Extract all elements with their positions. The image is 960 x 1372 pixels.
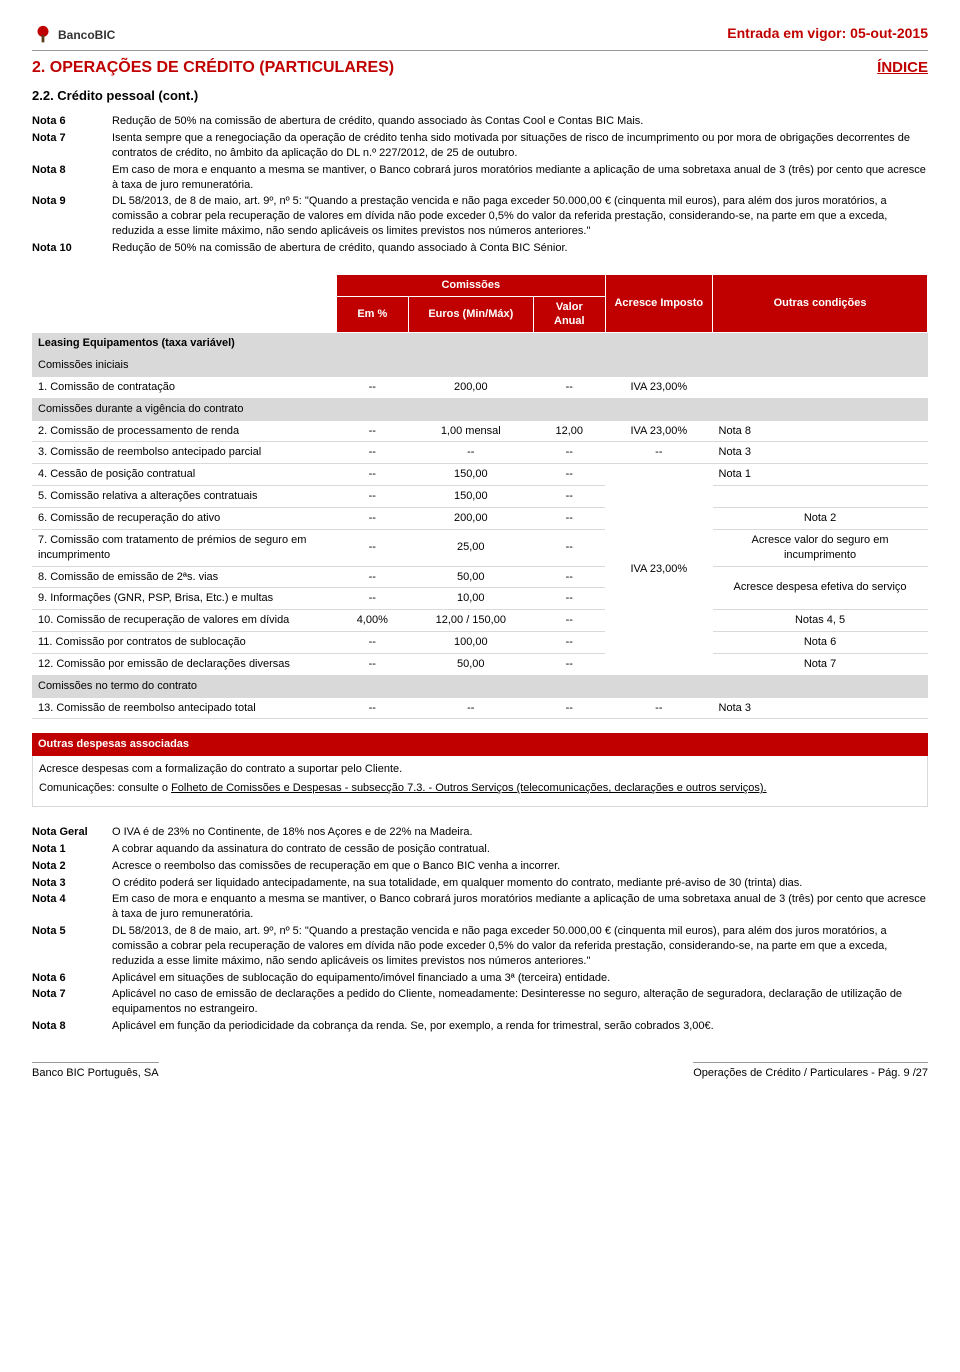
th-valor-anual: Valor Anual (533, 296, 605, 333)
note-row: Nota 6Redução de 50% na comissão de aber… (32, 114, 928, 129)
note-label: Nota 5 (32, 924, 112, 969)
th-comissoes: Comissões (336, 274, 605, 296)
table-section-label: Leasing Equipamentos (taxa variável) (32, 333, 928, 355)
note-text: DL 58/2013, de 8 de maio, art. 9º, nº 5:… (112, 194, 928, 239)
note-label: Nota 3 (32, 876, 112, 891)
effective-date: Entrada em vigor: 05-out-2015 (727, 24, 928, 43)
band-termo: Comissões no termo do contrato (32, 675, 928, 697)
section-title: 2. OPERAÇÕES DE CRÉDITO (PARTICULARES) (32, 57, 394, 79)
top-divider (32, 50, 928, 51)
notes-top: Nota 6Redução de 50% na comissão de aber… (32, 114, 928, 256)
note-row: Nota GeralO IVA é de 23% no Continente, … (32, 825, 928, 840)
table-row: 11. Comissão por contratos de sublocação… (32, 632, 928, 654)
note-row: Nota 2Acresce o reembolso das comissões … (32, 859, 928, 874)
note-row: Nota 1A cobrar aquando da assinatura do … (32, 842, 928, 857)
note-label: Nota 6 (32, 114, 112, 129)
note-text: A cobrar aquando da assinatura do contra… (112, 842, 928, 857)
assoc-title: Outras despesas associadas (32, 733, 928, 756)
note-label: Nota 2 (32, 859, 112, 874)
note-text: Aplicável no caso de emissão de declaraç… (112, 987, 928, 1017)
footer-right: Operações de Crédito / Particulares - Pá… (693, 1062, 928, 1081)
note-row: Nota 7Aplicável no caso de emissão de de… (32, 987, 928, 1017)
note-label: Nota 8 (32, 163, 112, 193)
fees-table: Comissões Acresce Imposto Outras condiçõ… (32, 274, 928, 720)
note-text: Em caso de mora e enquanto a mesma se ma… (112, 892, 928, 922)
note-row: Nota 8Aplicável em função da periodicida… (32, 1019, 928, 1034)
note-text: Redução de 50% na comissão de abertura d… (112, 114, 928, 129)
note-label: Nota 6 (32, 971, 112, 986)
note-label: Nota 4 (32, 892, 112, 922)
band-iniciais: Comissões iniciais (32, 355, 928, 377)
table-row: 12. Comissão por emissão de declarações … (32, 653, 928, 675)
table-row: 13. Comissão de reembolso antecipado tot… (32, 697, 928, 719)
note-text: O crédito poderá ser liquidado antecipad… (112, 876, 928, 891)
note-label: Nota Geral (32, 825, 112, 840)
footer-left: Banco BIC Português, SA (32, 1062, 159, 1081)
index-link[interactable]: ÍNDICE (877, 58, 928, 78)
note-row: Nota 8Em caso de mora e enquanto a mesma… (32, 163, 928, 193)
note-text: Acresce o reembolso das comissões de rec… (112, 859, 928, 874)
note-text: Isenta sempre que a renegociação da oper… (112, 131, 928, 161)
note-row: Nota 6Aplicável em situações de sublocaç… (32, 971, 928, 986)
note-text: O IVA é de 23% no Continente, de 18% nos… (112, 825, 928, 840)
note-text: Aplicável em função da periodicidade da … (112, 1019, 928, 1034)
bank-logo: BancoBIC (32, 24, 115, 46)
note-row: Nota 9DL 58/2013, de 8 de maio, art. 9º,… (32, 194, 928, 239)
notes-bottom: Nota GeralO IVA é de 23% no Continente, … (32, 825, 928, 1034)
merged-iva-cell: IVA 23,00% (605, 464, 712, 675)
table-row: 3. Comissão de reembolso antecipado parc… (32, 442, 928, 464)
table-row: 8. Comissão de emissão de 2ªs. vias--50,… (32, 566, 928, 588)
assoc-box: Acresce despesas com a formalização do c… (32, 756, 928, 807)
subsection-title: 2.2. Crédito pessoal (cont.) (32, 87, 928, 105)
table-row: 6. Comissão de recuperação do ativo--200… (32, 508, 928, 530)
note-row: Nota 10Redução de 50% na comissão de abe… (32, 241, 928, 256)
note-text: Em caso de mora e enquanto a mesma se ma… (112, 163, 928, 193)
th-outras: Outras condições (713, 274, 928, 333)
th-em-pct: Em % (336, 296, 408, 333)
note-text: DL 58/2013, de 8 de maio, art. 9º, nº 5:… (112, 924, 928, 969)
table-row: 7. Comissão com tratamento de prémios de… (32, 529, 928, 566)
assoc-line-1: Acresce despesas com a formalização do c… (39, 762, 921, 777)
note-label: Nota 8 (32, 1019, 112, 1034)
note-text: Redução de 50% na comissão de abertura d… (112, 241, 928, 256)
th-acresce: Acresce Imposto (605, 274, 712, 333)
table-row: 5. Comissão relativa a alterações contra… (32, 486, 928, 508)
note-label: Nota 1 (32, 842, 112, 857)
table-row: 4. Cessão de posição contratual--150,00-… (32, 464, 928, 486)
note-label: Nota 9 (32, 194, 112, 239)
note-label: Nota 7 (32, 987, 112, 1017)
tree-icon (32, 24, 54, 46)
assoc-line-2: Comunicações: consulte o Folheto de Comi… (39, 781, 921, 796)
note-row: Nota 5DL 58/2013, de 8 de maio, art. 9º,… (32, 924, 928, 969)
band-vigencia: Comissões durante a vigência do contrato (32, 398, 928, 420)
note-text: Aplicável em situações de sublocação do … (112, 971, 928, 986)
table-row: 2. Comissão de processamento de renda --… (32, 420, 928, 442)
note-label: Nota 7 (32, 131, 112, 161)
note-row: Nota 7Isenta sempre que a renegociação d… (32, 131, 928, 161)
bank-name: BancoBIC (58, 27, 115, 43)
table-row: 1. Comissão de contratação -- 200,00 -- … (32, 376, 928, 398)
th-euros: Euros (Min/Máx) (408, 296, 533, 333)
note-row: Nota 3O crédito poderá ser liquidado ant… (32, 876, 928, 891)
note-label: Nota 10 (32, 241, 112, 256)
note-row: Nota 4Em caso de mora e enquanto a mesma… (32, 892, 928, 922)
table-row: 10. Comissão de recuperação de valores e… (32, 610, 928, 632)
